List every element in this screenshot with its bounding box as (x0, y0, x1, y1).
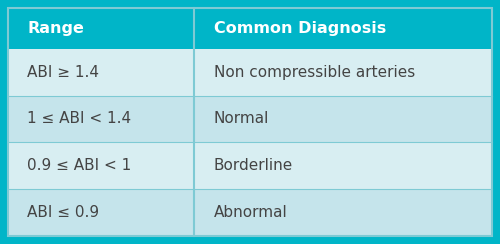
Bar (8, 142, 492, 189)
Bar (8, 189, 492, 236)
Text: Non compressible arteries: Non compressible arteries (214, 65, 415, 80)
Text: ABI ≤ 0.9: ABI ≤ 0.9 (28, 205, 100, 220)
Text: Borderline: Borderline (214, 158, 293, 173)
Bar (8, 96, 492, 142)
Text: Common Diagnosis: Common Diagnosis (214, 21, 386, 36)
Bar (8, 8, 492, 49)
Text: Range: Range (28, 21, 84, 36)
Text: Abnormal: Abnormal (214, 205, 288, 220)
Text: 0.9 ≤ ABI < 1: 0.9 ≤ ABI < 1 (28, 158, 132, 173)
Text: Normal: Normal (214, 112, 269, 126)
Text: ABI ≥ 1.4: ABI ≥ 1.4 (28, 65, 100, 80)
Bar (8, 49, 492, 96)
Text: 1 ≤ ABI < 1.4: 1 ≤ ABI < 1.4 (28, 112, 132, 126)
